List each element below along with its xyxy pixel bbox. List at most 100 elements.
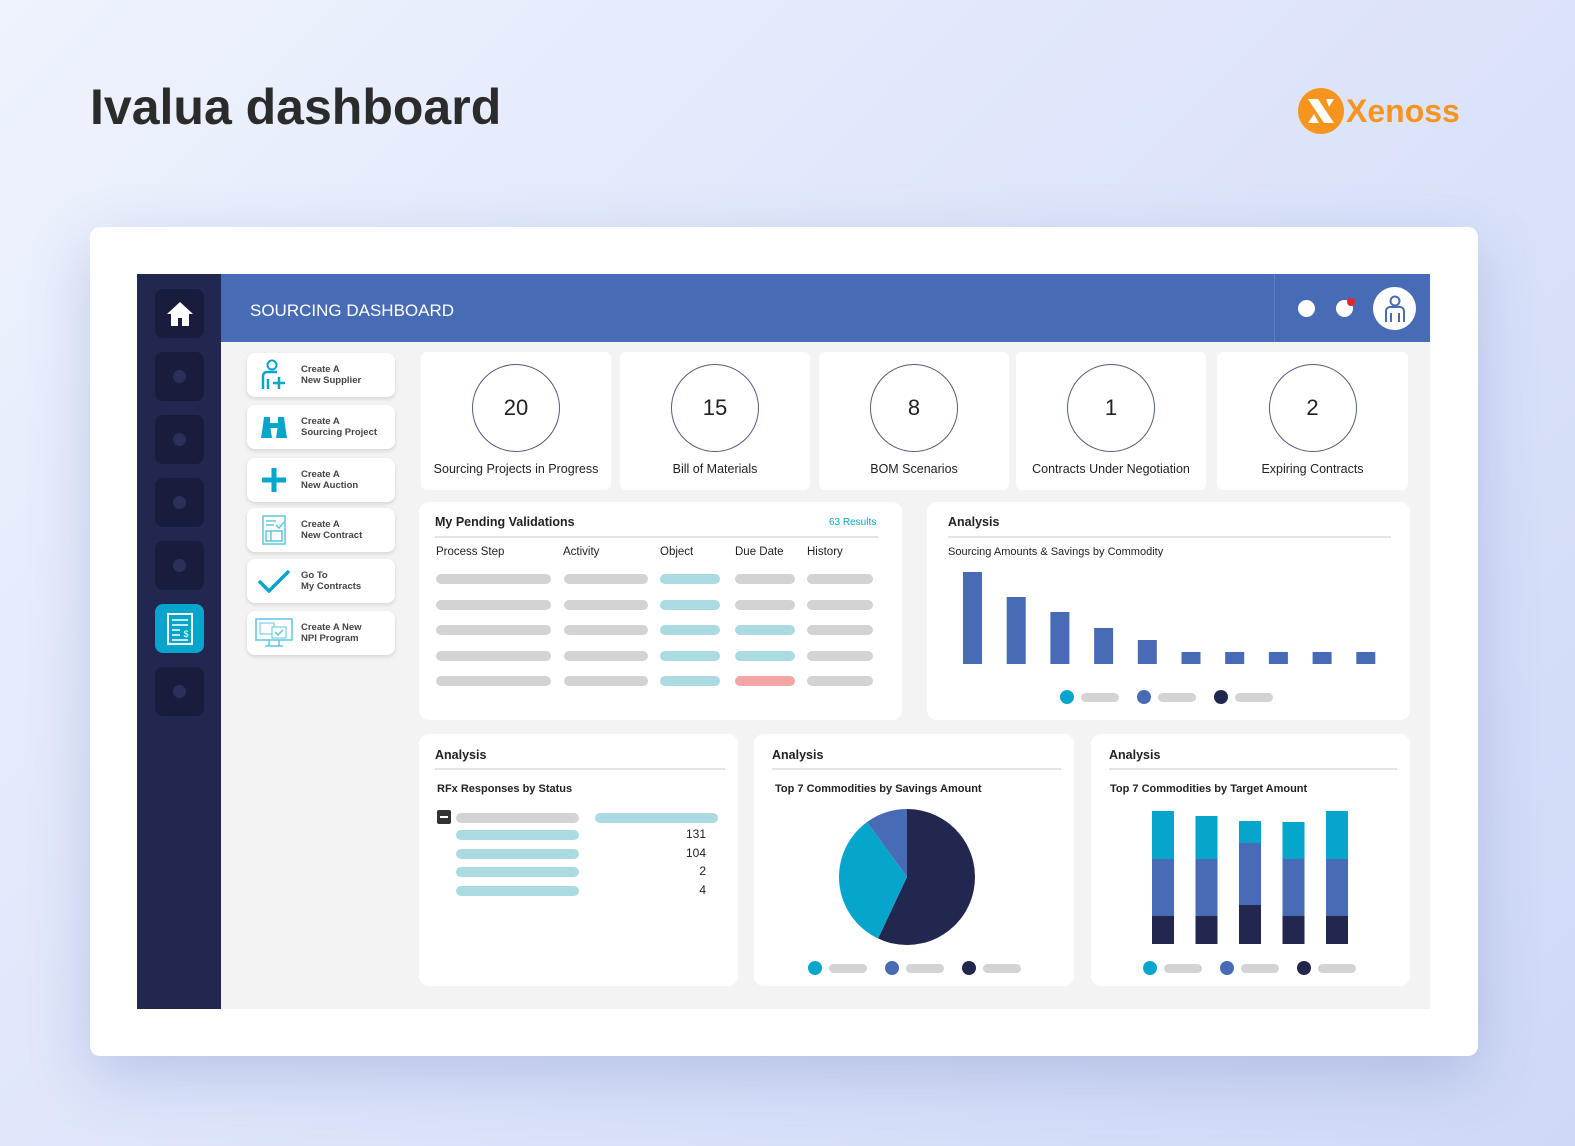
invoice-icon: $ — [166, 612, 193, 645]
bar — [1312, 652, 1332, 664]
plus-icon — [262, 468, 286, 492]
sidebar-item[interactable] — [155, 415, 204, 464]
placeholder-cell — [564, 599, 648, 610]
sidebar-home[interactable] — [155, 289, 204, 338]
stacked-bar-segment — [1152, 811, 1174, 859]
kpi-value: 15 — [671, 364, 759, 452]
sidebar-item[interactable] — [155, 541, 204, 590]
create-auction-button[interactable]: Create A New Auction — [247, 458, 395, 502]
legend-label-placeholder — [829, 964, 867, 973]
placeholder-cell — [564, 650, 648, 661]
rfx-status-bar — [456, 830, 579, 840]
sidebar-item[interactable] — [155, 478, 204, 527]
sidebar-item[interactable] — [155, 667, 204, 716]
collapse-icon[interactable] — [437, 810, 451, 824]
stacked-bar-segment — [1239, 905, 1261, 944]
create-sourcing-project-button[interactable]: Create A Sourcing Project — [247, 405, 395, 449]
legend-swatch — [1137, 690, 1151, 704]
stacked-bar-segment — [1282, 859, 1305, 916]
placeholder-cell — [660, 625, 720, 635]
column-header[interactable]: Object — [660, 546, 694, 558]
action-label: Create A New Auction — [301, 469, 359, 491]
kpi-label: Sourcing Projects in Progress — [433, 462, 599, 476]
legend-swatch — [1214, 690, 1228, 704]
stacked-bar-segment — [1195, 816, 1218, 859]
rfx-count: 2 — [699, 864, 706, 878]
page-title: Ivalua dashboard — [90, 79, 502, 135]
legend-swatch — [1143, 961, 1157, 975]
stacked-bar-segment — [1195, 916, 1218, 944]
legend-swatch — [1297, 961, 1311, 975]
placeholder-cell — [564, 676, 648, 686]
stacked-bar-segment — [1239, 843, 1261, 905]
add-user-icon — [261, 359, 285, 389]
rfx-status-bar — [456, 848, 579, 859]
create-contract-button[interactable]: Create A New Contract — [247, 508, 395, 552]
placeholder-cell — [564, 574, 648, 584]
bar — [1050, 612, 1070, 664]
pie-slice — [878, 809, 975, 945]
kpi-label: Expiring Contracts — [1261, 462, 1364, 476]
placeholder-cell — [436, 599, 551, 610]
action-label: Go To My Contracts — [301, 570, 362, 592]
placeholder-cell — [436, 574, 551, 584]
placeholder-cell — [660, 599, 720, 610]
xenoss-logo-icon — [1298, 88, 1344, 134]
action-label: Create A Sourcing Project — [301, 416, 378, 438]
binoculars-icon — [261, 417, 287, 438]
rfx-status-bar — [456, 867, 579, 877]
svg-text:$: $ — [183, 629, 188, 639]
legend-label-placeholder — [1081, 693, 1119, 702]
legend-swatch — [962, 961, 976, 975]
monitor-icon — [255, 618, 293, 647]
placeholder-cell — [807, 650, 873, 661]
notification-icon[interactable] — [1336, 298, 1355, 317]
kpi-label: BOM Scenarios — [870, 462, 958, 476]
user-avatar[interactable] — [1373, 287, 1416, 330]
placeholder-cell — [660, 650, 720, 661]
stacked-bar-segment — [1282, 916, 1305, 944]
kpi-bom-scenarios[interactable]: 8 BOM Scenarios — [819, 352, 1009, 490]
placeholder-cell — [564, 625, 648, 635]
column-header[interactable]: History — [807, 546, 843, 558]
sidebar-item-sourcing-active[interactable]: $ — [155, 604, 204, 653]
contract-icon — [262, 515, 286, 545]
kpi-value: 1 — [1067, 364, 1155, 452]
column-header[interactable]: Activity — [563, 546, 600, 558]
header-bar: SOURCING DASHBOARD — [221, 274, 1430, 342]
legend-label-placeholder — [983, 964, 1021, 973]
kpi-expiring-contracts[interactable]: 2 Expiring Contracts — [1217, 352, 1408, 490]
pie-slice — [867, 809, 907, 877]
placeholder-cell — [735, 574, 795, 584]
kpi-contracts-negotiation[interactable]: 1 Contracts Under Negotiation — [1016, 352, 1206, 490]
stacked-bar-segment — [1282, 822, 1305, 859]
bar — [1094, 628, 1114, 664]
go-to-my-contracts-button[interactable]: Go To My Contracts — [247, 559, 395, 603]
results-link[interactable]: 63 Results — [829, 517, 877, 528]
placeholder-cell — [735, 676, 795, 686]
home-icon — [166, 301, 193, 326]
chart-title: RFx Responses by Status — [437, 783, 573, 795]
placeholder-cell — [735, 650, 795, 661]
column-header[interactable]: Due Date — [735, 546, 784, 558]
kpi-sourcing-projects[interactable]: 20 Sourcing Projects in Progress — [421, 352, 611, 490]
kpi-bill-of-materials[interactable]: 15 Bill of Materials — [620, 352, 810, 490]
bar — [1181, 652, 1201, 664]
legend-label-placeholder — [1318, 964, 1356, 973]
legend-label-placeholder — [1158, 693, 1196, 702]
legend-label-placeholder — [1241, 964, 1279, 973]
bar — [1356, 652, 1376, 664]
placeholder-cell — [735, 625, 795, 635]
placeholder-cell — [735, 599, 795, 610]
sidebar-item[interactable] — [155, 352, 204, 401]
stacked-bar-segment — [1326, 859, 1348, 916]
status-dot-icon[interactable] — [1298, 300, 1315, 317]
analysis-panel-rfx — [419, 734, 738, 986]
create-npi-program-button[interactable]: Create A New NPI Program — [247, 611, 395, 655]
target-stacked-bar-chart — [1152, 811, 1348, 944]
column-header[interactable]: Process Step — [436, 546, 505, 558]
chart-title: Top 7 Commodities by Savings Amount — [775, 783, 982, 795]
stacked-bar-segment — [1326, 916, 1348, 944]
placeholder-cell — [807, 599, 873, 610]
create-supplier-button[interactable]: Create A New Supplier — [247, 353, 395, 397]
